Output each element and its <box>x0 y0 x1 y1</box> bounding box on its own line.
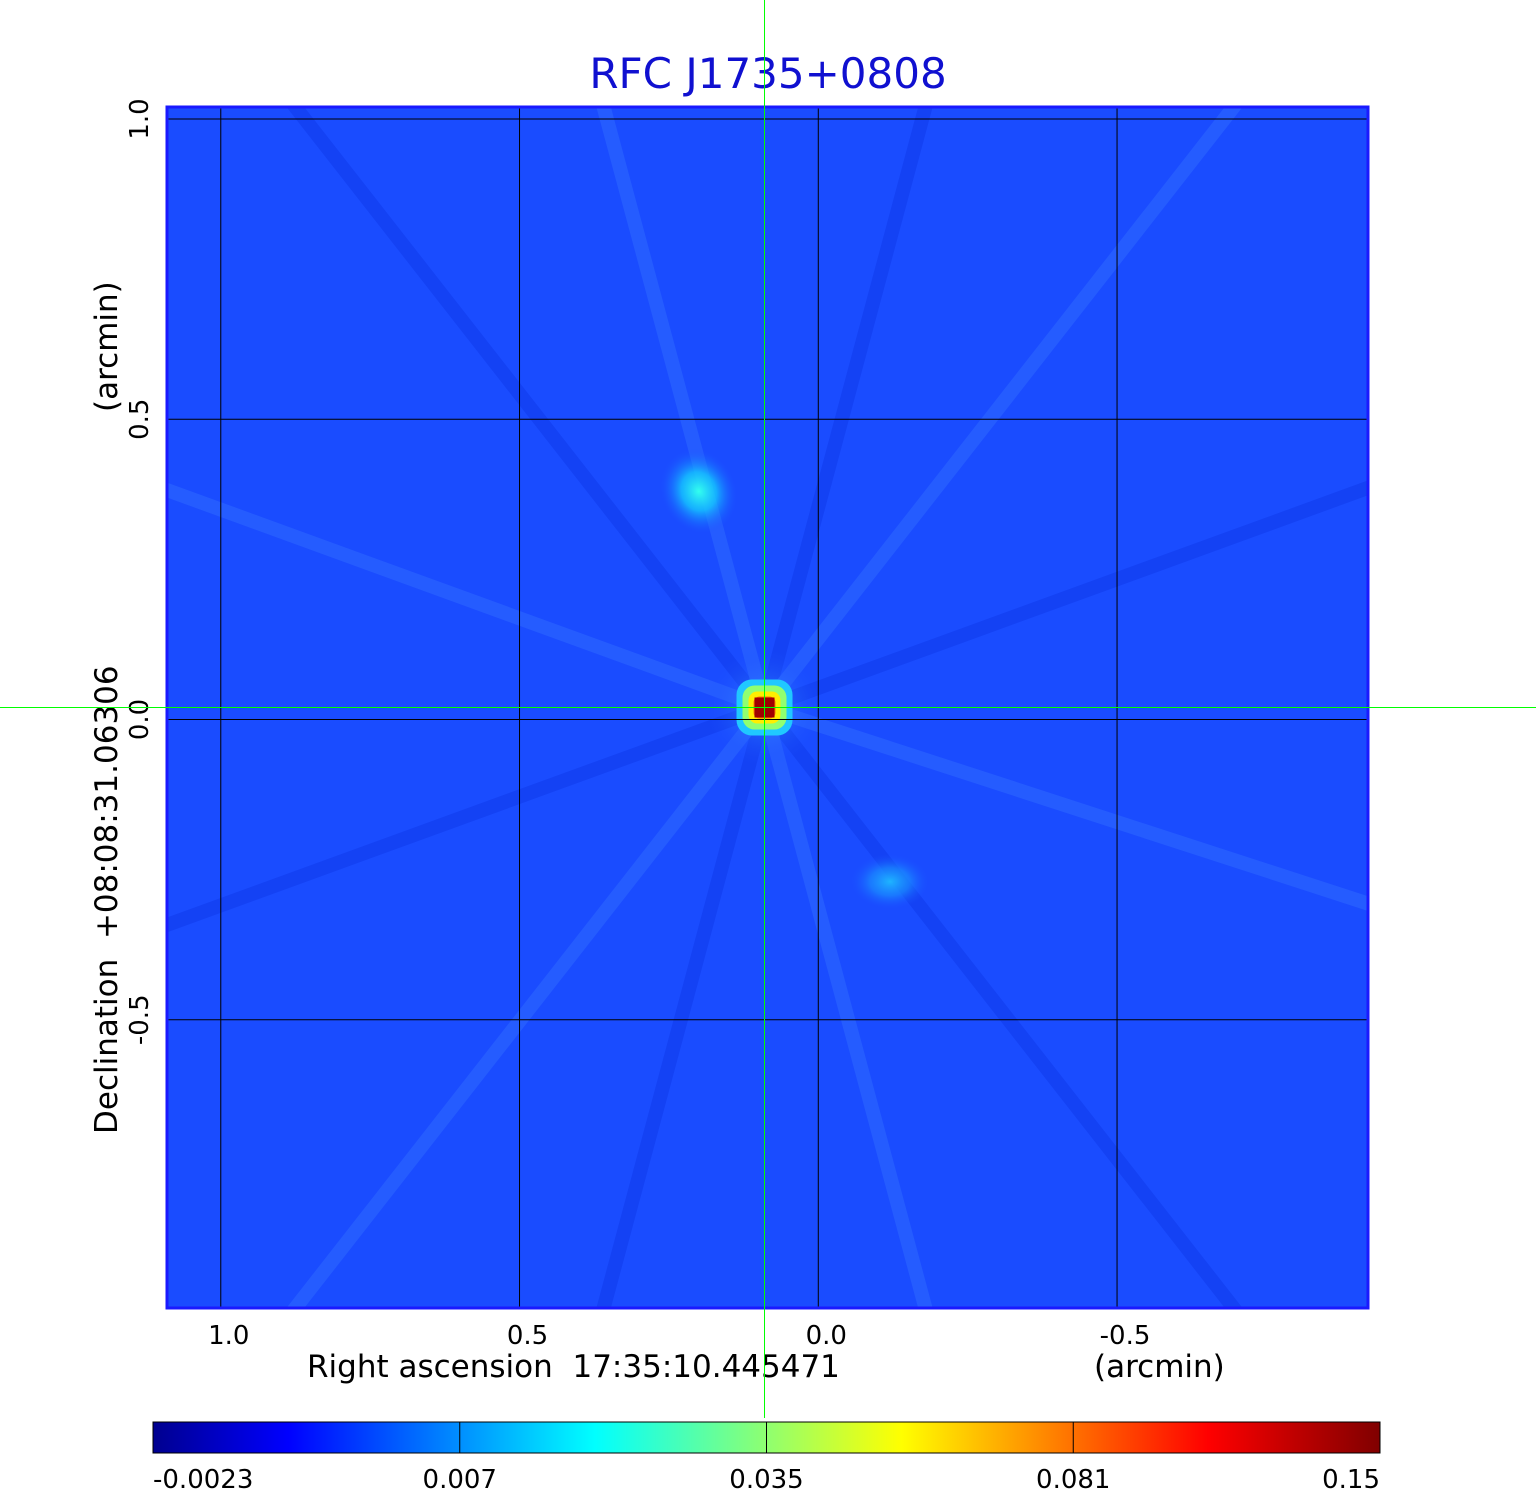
source-north-west <box>659 448 738 535</box>
x-axis-unit: (arcmin) <box>1094 1349 1225 1385</box>
sidelobe-streak <box>757 107 933 715</box>
sidelobe-streak <box>757 480 1368 715</box>
y-tick-label: 1.0 <box>125 98 155 139</box>
colorbar-tick-label: 0.15 <box>1322 1465 1380 1495</box>
x-tick-label: 0.5 <box>507 1321 548 1351</box>
sidelobe-streak <box>167 700 772 933</box>
x-tick-label: 1.0 <box>208 1321 249 1351</box>
colorbar-tick-label: 0.081 <box>1036 1465 1110 1495</box>
y-axis-unit: (arcmin) <box>89 281 125 412</box>
sidelobe-streak <box>596 107 772 715</box>
sidelobe-streak <box>596 700 772 1308</box>
y-tick-label: -0.5 <box>125 994 155 1045</box>
sidelobe-streak <box>757 700 1368 911</box>
source-south-east <box>849 853 930 910</box>
sidelobe-streak <box>757 700 1243 1308</box>
colorbar-tick-label: 0.007 <box>423 1465 497 1495</box>
crosshair <box>0 0 1536 1418</box>
chart-title: RFC J1735+0808 <box>589 49 946 98</box>
colorbar-tick-label: 0.035 <box>729 1465 803 1495</box>
sidelobe-streak <box>286 700 772 1308</box>
colorbar-tick-labels: -0.0023 0.007 0.035 0.081 0.15 <box>152 1422 1381 1495</box>
sidelobe-streak <box>757 107 1243 715</box>
y-axis-label: Declination +08:08:31.06306 <box>89 665 125 1134</box>
y-tick-label: 0.0 <box>125 699 155 740</box>
y-tick-labels: -0.5 0.0 0.5 1.0 <box>125 98 155 1045</box>
x-tick-label: 0.0 <box>806 1321 847 1351</box>
x-axis-label: Right ascension 17:35:10.445471 <box>307 1349 840 1385</box>
sidelobe-streak <box>757 700 933 1308</box>
colorbar-tick-label: -0.0023 <box>153 1465 253 1495</box>
sidelobe-streak <box>167 482 772 715</box>
x-tick-label: -0.5 <box>1100 1321 1151 1351</box>
sidelobe-streak <box>286 107 772 715</box>
y-tick-label: 0.5 <box>125 399 155 440</box>
x-tick-labels: 1.0 0.5 0.0 -0.5 <box>208 1321 1150 1351</box>
